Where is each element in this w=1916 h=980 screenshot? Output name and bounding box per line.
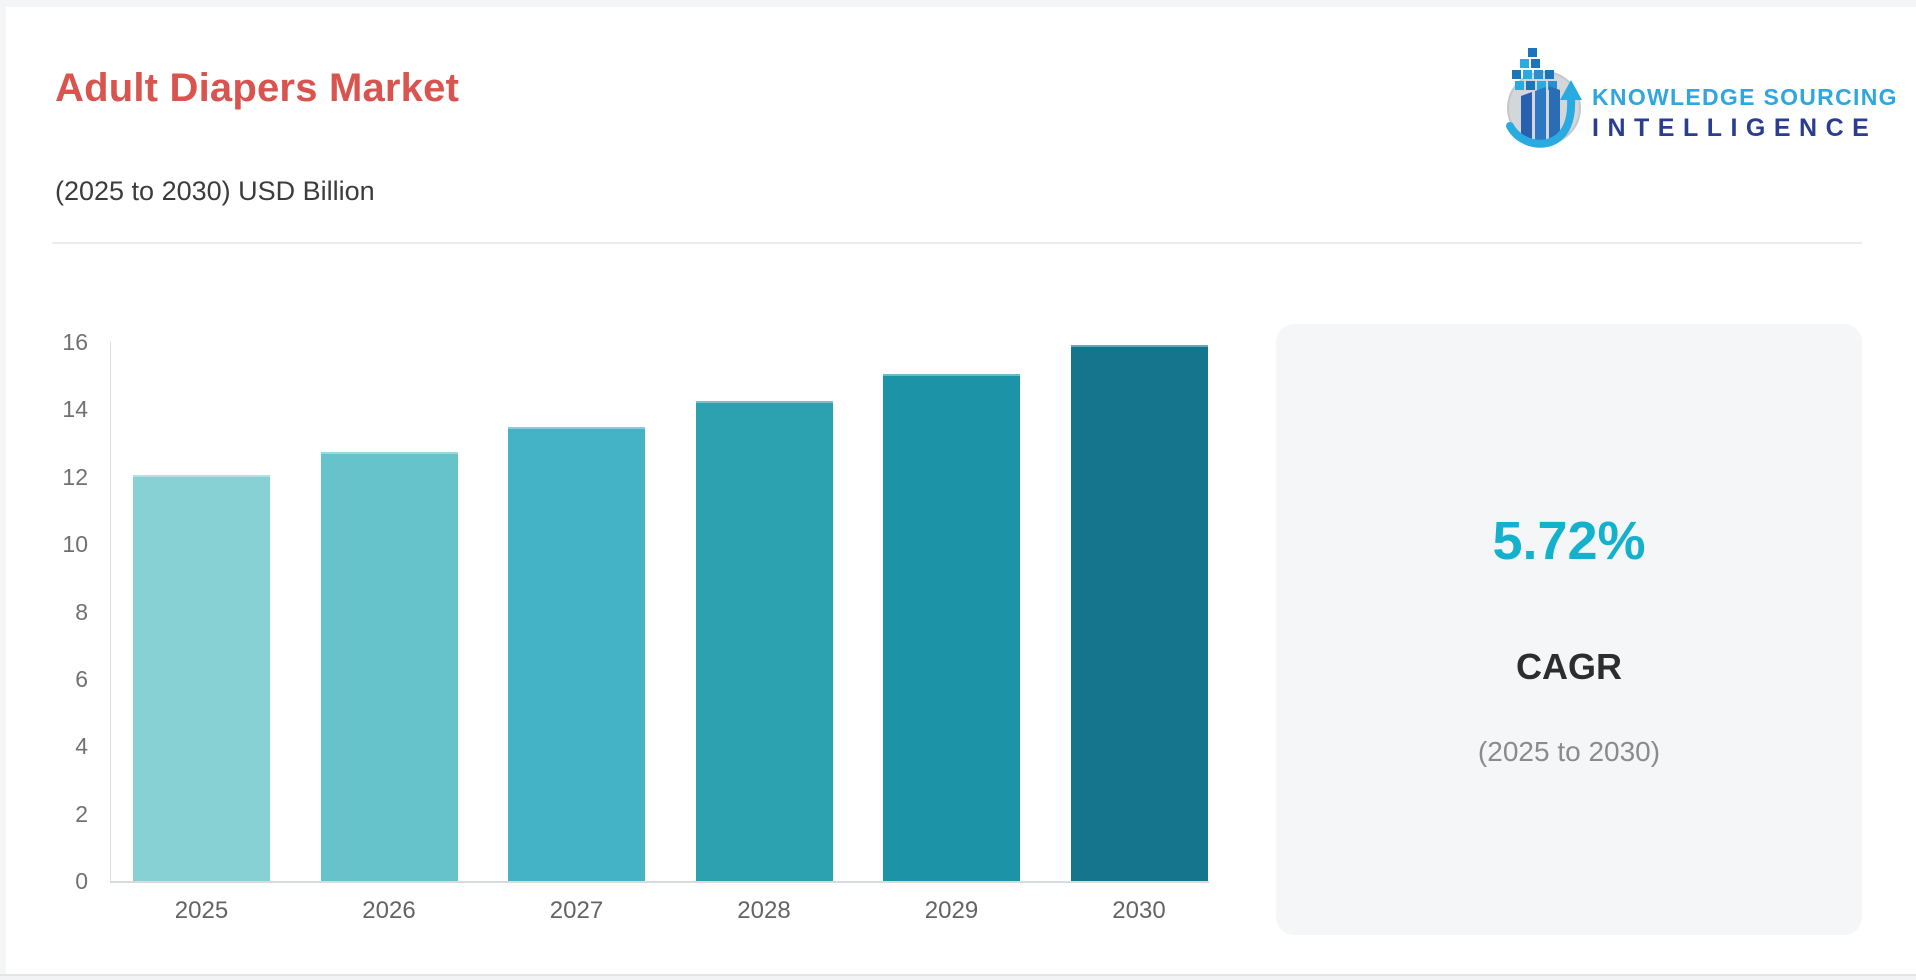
- bar-2028: [695, 401, 833, 881]
- plot-area: 2025 2026 2027 2028 2029 2030: [110, 342, 1209, 924]
- y-axis-tick-14: 14: [62, 396, 88, 423]
- x-axis-label-2025: 2025: [174, 897, 229, 924]
- x-axis-label-2029: 2029: [924, 897, 979, 924]
- bar-chart-globe-arrow-logo-icon: [1506, 48, 1582, 148]
- y-axis-tick-12: 12: [62, 463, 88, 490]
- page-top-edge: [0, 0, 1916, 7]
- y-axis-tick-4: 4: [75, 733, 88, 760]
- logo-bars: [1521, 86, 1560, 143]
- page-bottom-edge: [0, 976, 1916, 980]
- x-axis-label-2026: 2026: [362, 897, 416, 924]
- page-left-edge: [0, 0, 6, 980]
- header-divider: [52, 242, 1862, 244]
- cagr-period: (2025 to 2030): [1477, 736, 1661, 767]
- y-axis-tick-0: 0: [75, 868, 88, 894]
- x-axis-label-2030: 2030: [1112, 897, 1166, 924]
- page-subtitle: (2025 to 2030) USD Billion: [55, 176, 375, 206]
- y-axis-tick-16: 16: [62, 329, 88, 355]
- bar-2025: [133, 475, 270, 881]
- logo: KNOWLEDGE SOURCING INTELLIGENCE: [1498, 44, 1896, 150]
- cagr-label: CAGR: [1516, 646, 1622, 687]
- bar-2026: [320, 451, 458, 881]
- y-axis-tick-8: 8: [75, 598, 88, 625]
- logo-text-line2: INTELLIGENCE: [1592, 114, 1878, 142]
- cagr-value: 5.72%: [1492, 511, 1646, 571]
- logo-text-line1: KNOWLEDGE SOURCING: [1592, 84, 1898, 110]
- bar-2030: [1070, 344, 1208, 881]
- y-axis-labels: 0 2 4 6 8 10 12 14 16: [0, 329, 88, 894]
- y-axis-tick-6: 6: [75, 665, 88, 692]
- y-axis-tick-2: 2: [75, 800, 88, 827]
- page-bottom-divider: [0, 974, 1916, 976]
- logo-arrow: [1506, 80, 1582, 148]
- x-axis-label-2028: 2028: [737, 897, 791, 924]
- cagr-card: 5.72% CAGR (2025 to 2030): [1276, 324, 1862, 935]
- bar-2027: [508, 427, 645, 881]
- y-axis-tick-10: 10: [62, 531, 88, 558]
- x-axis-label-2027: 2027: [549, 897, 604, 924]
- bar-2029: [883, 374, 1020, 881]
- logo-pixel-squares: [1512, 48, 1557, 90]
- page-title: Adult Diapers Market: [55, 66, 460, 110]
